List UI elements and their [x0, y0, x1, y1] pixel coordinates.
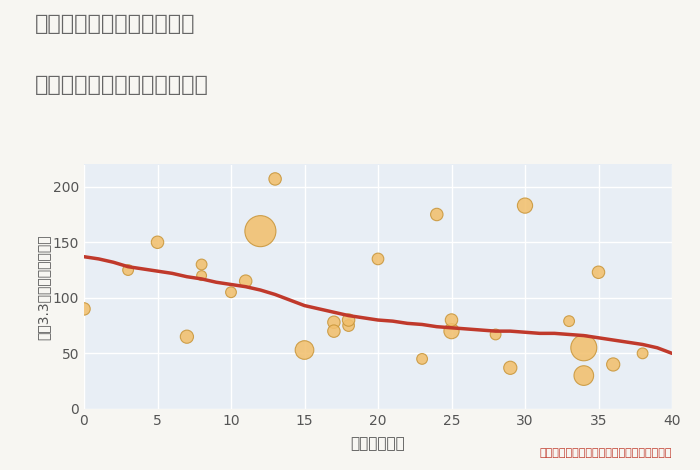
Text: 千葉県夷隅郡御宿町上布施: 千葉県夷隅郡御宿町上布施	[35, 14, 195, 34]
Text: 築年数別中古マンション価格: 築年数別中古マンション価格	[35, 75, 209, 95]
X-axis label: 築年数（年）: 築年数（年）	[351, 436, 405, 451]
Point	[593, 268, 604, 276]
Point	[299, 346, 310, 354]
Point	[255, 227, 266, 235]
Point	[446, 328, 457, 335]
Point	[446, 316, 457, 324]
Point	[637, 350, 648, 357]
Point	[270, 175, 281, 183]
Text: 円の大きさは、取引のあった物件面積を示す: 円の大きさは、取引のあった物件面積を示す	[540, 448, 672, 458]
Point	[240, 277, 251, 285]
Point	[343, 316, 354, 324]
Point	[490, 331, 501, 338]
Point	[343, 322, 354, 329]
Point	[225, 289, 237, 296]
Point	[328, 319, 339, 326]
Point	[578, 372, 589, 379]
Point	[564, 317, 575, 325]
Point	[196, 272, 207, 279]
Point	[78, 305, 90, 313]
Point	[328, 328, 339, 335]
Point	[181, 333, 193, 340]
Point	[431, 211, 442, 218]
Point	[578, 344, 589, 352]
Y-axis label: 坪（3.3㎡）単価（万円）: 坪（3.3㎡）単価（万円）	[36, 234, 50, 339]
Point	[372, 255, 384, 263]
Point	[196, 261, 207, 268]
Point	[122, 266, 134, 274]
Point	[608, 360, 619, 368]
Point	[152, 238, 163, 246]
Point	[416, 355, 428, 363]
Point	[505, 364, 516, 372]
Point	[519, 202, 531, 209]
